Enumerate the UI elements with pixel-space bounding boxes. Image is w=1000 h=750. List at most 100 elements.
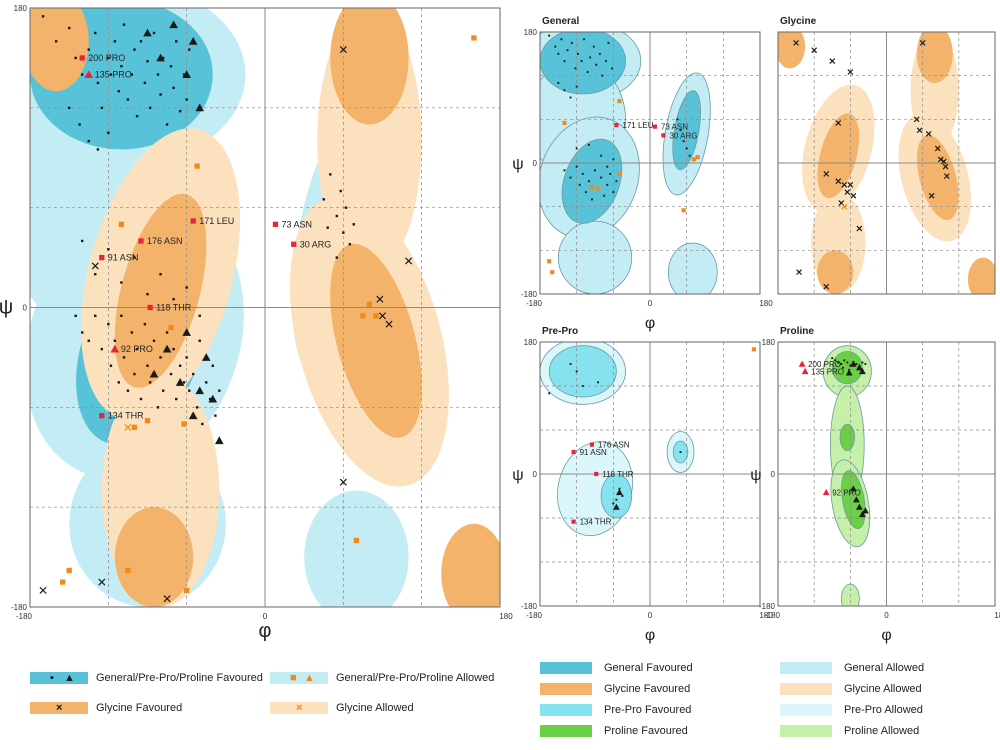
legend-label: General Favoured (604, 662, 693, 674)
y-axis-label: ψ (512, 156, 523, 173)
legend-label: General/Pre-Pro/Proline Allowed (336, 672, 495, 684)
favoured-triangle-point (849, 360, 857, 367)
favoured-point (600, 176, 603, 179)
general-region-5 (667, 242, 718, 294)
allowed-point (360, 313, 366, 319)
favoured-point (569, 176, 572, 179)
outlier-point (571, 519, 576, 524)
legend-swatch (780, 725, 832, 737)
x-axis-label: φ (645, 315, 655, 332)
favoured-point (152, 339, 156, 342)
outlier-label: 118 THR (602, 470, 633, 479)
glycine-region-5 (916, 135, 959, 220)
favoured-point (161, 389, 165, 392)
favoured-point (849, 364, 852, 367)
proline-region-4 (831, 351, 863, 385)
legend-x-symbol: × (296, 702, 303, 714)
glycine-point (339, 46, 347, 54)
favoured-point (109, 364, 113, 367)
panel-title: General (542, 16, 579, 27)
legend-swatch (540, 662, 592, 674)
x-tick-label: -180 (526, 611, 543, 620)
outlier-label: 134 THR (580, 518, 612, 527)
favoured-point (165, 123, 169, 126)
favoured-point (120, 314, 123, 318)
favoured-point (597, 381, 600, 384)
favoured-point (198, 339, 201, 342)
x-tick-label: -180 (526, 299, 543, 308)
favoured-point (679, 451, 682, 453)
favoured-triangle-point (149, 369, 159, 378)
legend-main: ▪ ▲ General/Pre-Pro/Proline Favoured ■ ▲ Gene… (30, 670, 510, 730)
outlier-label: 91 ASN (108, 253, 139, 263)
favoured-point (152, 31, 156, 35)
favoured-triangle-point (858, 510, 866, 518)
favoured-point (554, 45, 557, 48)
favoured-point (100, 106, 104, 110)
legend-label: Pre-Pro Favoured (604, 704, 692, 716)
favoured-point (218, 389, 221, 392)
favoured-point (576, 52, 579, 55)
glycine-point (913, 116, 920, 123)
favoured-point (842, 366, 845, 369)
legend-swatch (30, 702, 88, 714)
legend-main-item: × Glycine Allowed (270, 700, 505, 716)
allowed-point (194, 163, 200, 169)
outlier-point (110, 344, 120, 353)
outlier-point (190, 218, 196, 224)
favoured-point (580, 60, 583, 63)
glycine-point (98, 578, 106, 586)
data-points (548, 347, 756, 510)
grid-lines (778, 32, 995, 294)
allowed-point (366, 301, 373, 307)
favoured-point (146, 60, 149, 63)
outlier-point (99, 254, 105, 261)
glycine-region-8 (967, 257, 995, 294)
plot-frame (539, 31, 761, 295)
favoured-point (120, 65, 123, 68)
favoured-point (575, 370, 578, 373)
outlier-point (801, 367, 809, 375)
favoured-point (578, 183, 581, 186)
allowed-point (184, 587, 190, 594)
outlier-label: 92 PRO (121, 344, 153, 354)
favoured-point (113, 40, 117, 43)
favoured-point (107, 56, 110, 60)
allowed-point (681, 208, 686, 213)
plot-frame (29, 7, 501, 608)
outlier-point (272, 221, 279, 227)
y-tick-label: -180 (521, 602, 538, 611)
favoured-point (87, 139, 90, 143)
region-layer (778, 32, 995, 294)
favoured-point (581, 385, 584, 387)
favoured-point (557, 52, 560, 55)
favoured-point (188, 389, 191, 392)
outlier-point (291, 241, 297, 247)
allowed-point (118, 221, 125, 227)
glycine-point (796, 269, 802, 276)
y-tick-label: 0 (533, 470, 538, 479)
outlier-label: 135 PRO (811, 367, 844, 376)
favoured-point (601, 74, 604, 77)
glycine-point (376, 295, 384, 303)
favoured-point (840, 363, 843, 365)
favoured-point (120, 281, 123, 284)
favoured-point (342, 231, 345, 234)
favoured-point (188, 48, 191, 51)
favoured-point (676, 118, 679, 121)
allowed-point (144, 418, 151, 424)
legend-swatch (270, 702, 328, 714)
favoured-point (589, 56, 592, 59)
outlier-point (652, 124, 657, 129)
plot-frame (539, 341, 761, 607)
prepro-region-3 (548, 345, 617, 398)
allowed-point (595, 186, 601, 191)
legend-triangle-symbol: ▲ (64, 672, 75, 684)
favoured-point (41, 15, 45, 18)
glycine-region-6 (817, 113, 860, 199)
glycine-point (847, 181, 854, 188)
general-region-3 (557, 220, 633, 294)
x-tick-label: 180 (759, 611, 773, 620)
glycine-point (928, 192, 935, 199)
